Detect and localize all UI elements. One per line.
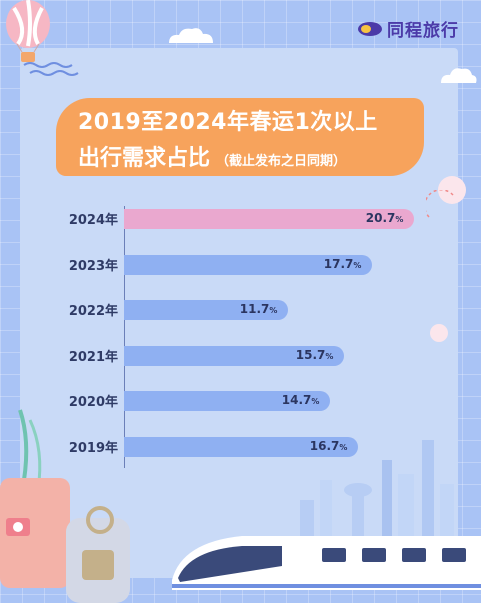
data-label-unit: %	[269, 306, 278, 316]
data-label-value: 14.7	[281, 393, 312, 408]
hot-air-balloon-icon	[6, 0, 50, 62]
bar	[124, 345, 344, 366]
category-label: 2023年	[68, 258, 118, 274]
bar-row: 2019年 16.7%	[0, 437, 481, 457]
high-speed-train-icon	[172, 536, 481, 590]
decor-arc-icon	[426, 190, 454, 218]
luggage-icon	[0, 409, 130, 603]
data-label: 16.7%	[310, 439, 348, 453]
bar	[124, 391, 330, 412]
bar-row: 2024年 20.7%	[0, 209, 481, 229]
title-background	[56, 98, 424, 176]
category-label: 2019年	[68, 441, 118, 456]
data-label: 20.7%	[366, 211, 404, 225]
data-label-unit: %	[325, 351, 334, 361]
data-label: 17.7%	[324, 257, 362, 271]
cloud-icon	[441, 68, 477, 83]
bar-row: 2023年 17.7%	[0, 254, 481, 275]
data-label-value: 15.7	[295, 347, 326, 362]
chart-axis	[124, 206, 125, 468]
title-note: （截止发布之日同期）	[216, 154, 347, 169]
bar	[124, 437, 358, 457]
bar	[124, 254, 372, 275]
data-label-value: 20.7	[365, 211, 396, 225]
brand-name: 同程旅行	[387, 21, 459, 41]
bar-row: 2022年 11.7%	[0, 300, 481, 321]
title-line-2: 出行需求占比 （截止发布之日同期）	[78, 140, 346, 172]
bar	[124, 300, 288, 321]
data-label-unit: %	[339, 443, 348, 452]
bar-row: 2021年 15.7%	[0, 345, 481, 366]
category-label: 2020年	[68, 395, 118, 411]
brand-logo: 同程旅行	[357, 16, 459, 41]
data-label: 14.7%	[282, 393, 320, 407]
category-label: 2024年	[68, 213, 118, 228]
data-label: 15.7%	[296, 348, 334, 362]
data-label-value: 11.7	[239, 302, 270, 317]
decor-circle	[430, 324, 448, 342]
decor-circle	[438, 176, 466, 204]
chart-title: 2019至2024年春运1次以上 出行需求占比 （截止发布之日同期）	[56, 98, 424, 176]
data-label-value: 16.7	[309, 439, 340, 453]
data-label: 11.7%	[240, 302, 278, 316]
data-label-unit: %	[311, 397, 320, 407]
brand-logo-icon	[358, 21, 382, 36]
category-label: 2021年	[68, 349, 118, 365]
bar-row: 2020年 14.7%	[0, 391, 481, 412]
title-main: 出行需求占比	[78, 146, 211, 171]
cloud-icon	[169, 28, 213, 43]
wave-lines-icon	[23, 62, 79, 76]
bar	[124, 209, 414, 229]
data-label-unit: %	[395, 215, 404, 224]
title-line-1: 2019至2024年春运1次以上	[78, 110, 378, 135]
category-label: 2022年	[68, 304, 118, 320]
data-label-value: 17.7	[323, 256, 354, 271]
data-label-unit: %	[353, 260, 362, 270]
